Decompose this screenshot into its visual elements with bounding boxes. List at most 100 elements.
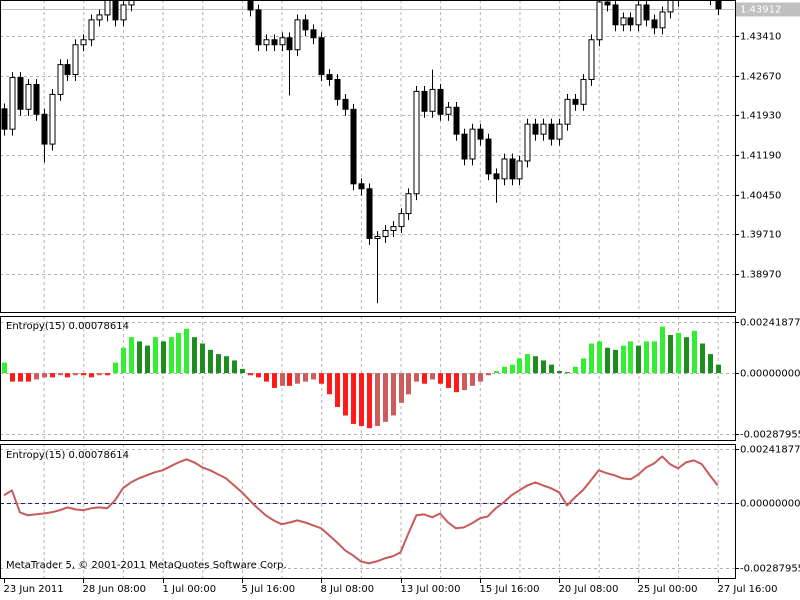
x-tick-label: 25 Jul 00:00 — [638, 584, 698, 595]
candle-body — [128, 0, 135, 6]
candle-body — [509, 158, 516, 180]
histogram-bar — [42, 373, 47, 378]
candle-body — [350, 108, 357, 185]
candle-body — [627, 17, 634, 26]
candle-body — [421, 90, 428, 112]
candle-body — [493, 173, 500, 180]
histogram-bar — [176, 332, 181, 374]
histogram-bar — [97, 373, 102, 376]
histogram-bar — [248, 373, 253, 376]
x-tick-label: 13 Jul 00:00 — [401, 584, 461, 595]
y-tick-label: 1.41190 — [740, 151, 781, 162]
candle-body — [334, 78, 341, 100]
histogram-bar — [50, 373, 55, 378]
histogram-bar — [581, 358, 586, 374]
histogram-bar — [81, 373, 86, 376]
pane-border — [0, 316, 736, 441]
histogram-bar — [58, 373, 63, 376]
candle-body — [310, 29, 317, 39]
y-tick-label: 1.43410 — [740, 32, 781, 43]
histogram-bar — [502, 366, 507, 374]
y-tick-label: 1.38970 — [740, 270, 781, 281]
candle-body — [588, 39, 595, 80]
x-tick-label: 8 Jul 08:00 — [321, 584, 375, 595]
candle-body — [374, 235, 381, 239]
histogram-bar — [73, 373, 78, 376]
histogram-bar — [541, 360, 546, 374]
histogram-bar — [716, 364, 721, 374]
candle-body — [112, 0, 119, 21]
histogram-bar — [430, 373, 435, 380]
candle-body — [9, 77, 16, 130]
histogram-bar — [295, 373, 300, 384]
histogram-bar — [652, 341, 657, 374]
histogram-bar — [613, 349, 618, 374]
histogram-bar — [406, 373, 411, 395]
y-tick-label: 0.00000000 — [740, 499, 800, 510]
histogram-bar — [351, 373, 356, 424]
y-tick-label: 1.40450 — [740, 191, 781, 202]
candle-body — [516, 160, 523, 180]
histogram-bar — [161, 341, 166, 374]
histogram-bar — [264, 373, 269, 382]
y-tick-label: 0.00241877 — [740, 318, 800, 329]
x-tick-label: 27 Jul 16:00 — [718, 584, 778, 595]
histogram-bar — [684, 337, 689, 374]
candle-body — [437, 88, 444, 115]
histogram-bar — [89, 373, 94, 378]
histogram-bar — [105, 373, 110, 376]
histogram-bar — [287, 373, 292, 386]
histogram-bar — [565, 372, 570, 374]
x-tick-label: 5 Jul 16:00 — [242, 584, 296, 595]
candle-body — [651, 19, 658, 29]
candle-body — [41, 113, 48, 145]
indicator-title: Entropy(15) 0.00078614 — [6, 450, 129, 461]
histogram-bar — [700, 343, 705, 374]
candle-body — [255, 9, 262, 46]
histogram-bar — [660, 326, 665, 374]
candle-body — [532, 123, 539, 135]
candle-body — [501, 158, 508, 180]
y-tick-label: -0.00287955 — [740, 564, 800, 575]
histogram-bar — [375, 373, 380, 427]
histogram-bar — [605, 347, 610, 374]
candle-body — [318, 37, 325, 76]
candle-body — [635, 4, 642, 26]
histogram-bar — [169, 337, 174, 374]
histogram-bar — [692, 330, 697, 374]
histogram-bar — [708, 354, 713, 374]
histogram-bar — [533, 356, 538, 374]
histogram-bar — [446, 373, 451, 388]
histogram-bar — [327, 373, 332, 395]
x-tick-label: 20 Jul 08:00 — [559, 584, 619, 595]
candle-body — [80, 39, 87, 46]
candle-body — [33, 83, 40, 115]
candle-body — [667, 0, 674, 13]
candle-body — [596, 1, 603, 41]
histogram-bar — [510, 364, 515, 374]
histogram-bar — [414, 373, 419, 382]
candle-body — [540, 123, 547, 135]
candle-body — [390, 226, 397, 232]
y-tick-label: 1.42670 — [740, 72, 781, 83]
candle-body — [556, 123, 563, 140]
line-pane — [0, 444, 735, 578]
histogram-bar — [303, 373, 308, 382]
indicator-line — [3, 455, 719, 565]
histogram-bar — [644, 341, 649, 374]
histogram-bar — [272, 373, 277, 388]
histogram-bar — [668, 335, 673, 374]
candle-body — [643, 4, 650, 21]
candle-body — [271, 39, 278, 46]
histogram-bar — [34, 373, 39, 380]
candle-body — [294, 19, 301, 51]
histogram-bar — [208, 349, 213, 374]
histogram-bar — [216, 354, 221, 374]
x-tick-label: 15 Jul 16:00 — [480, 584, 540, 595]
candle-body — [485, 138, 492, 175]
histogram-bar — [478, 373, 483, 382]
indicator-title: Entropy(15) 0.00078614 — [6, 321, 129, 332]
